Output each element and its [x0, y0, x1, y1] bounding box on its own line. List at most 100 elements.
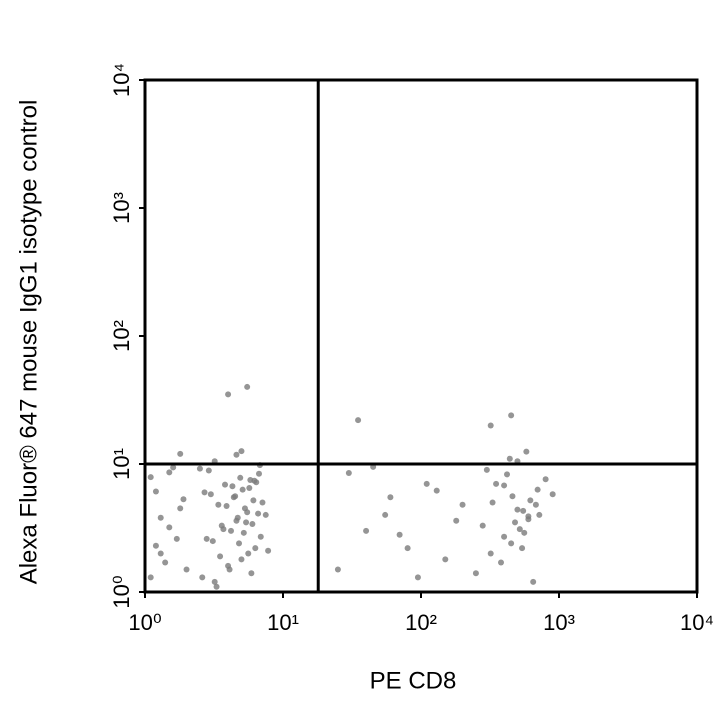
- event-dot: [218, 522, 225, 529]
- event-dot: [262, 511, 269, 518]
- event-dot: [250, 497, 257, 504]
- event-dot: [205, 467, 212, 474]
- event-dot: [222, 481, 229, 488]
- event-dot: [265, 547, 272, 554]
- y-tick-label: 10⁴: [109, 63, 134, 97]
- event-dot: [493, 480, 500, 487]
- event-dot: [472, 570, 479, 577]
- x-tick-label: 10²: [405, 610, 437, 635]
- event-dot: [363, 527, 370, 534]
- event-dot: [245, 550, 252, 557]
- event-dot: [255, 510, 262, 517]
- event-dot: [152, 488, 159, 495]
- event-dot: [532, 501, 539, 508]
- event-dot: [345, 470, 352, 477]
- y-axis-title: Alexa Fluor® 647 mouse IgG1 isotype cont…: [15, 100, 42, 585]
- event-dot: [238, 448, 245, 455]
- event-dot: [229, 483, 236, 490]
- event-dot: [334, 566, 341, 573]
- event-dot: [225, 391, 232, 398]
- event-dot: [536, 511, 543, 518]
- event-dot: [514, 506, 521, 513]
- event-dot: [241, 505, 248, 512]
- event-dot: [534, 486, 541, 493]
- event-dot: [248, 570, 255, 577]
- x-tick-label: 10⁰: [128, 610, 161, 635]
- event-dot: [213, 583, 220, 590]
- event-dot: [483, 466, 490, 473]
- x-axis-title: PE CD8: [370, 667, 457, 694]
- event-dot: [520, 507, 527, 514]
- event-dot: [525, 516, 532, 523]
- event-dot: [177, 450, 184, 457]
- event-dot: [501, 533, 508, 540]
- event-dot: [509, 493, 516, 500]
- event-dot: [498, 559, 505, 566]
- event-dot: [246, 484, 253, 491]
- event-dot: [251, 477, 258, 484]
- event-dot: [243, 519, 250, 526]
- event-dot: [211, 578, 218, 585]
- x-tick-label: 10⁴: [680, 610, 714, 635]
- event-dot: [453, 517, 460, 524]
- points: [147, 383, 556, 590]
- event-dot: [152, 542, 159, 549]
- event-dot: [442, 556, 449, 563]
- event-dot: [249, 520, 256, 527]
- event-dot: [501, 482, 508, 489]
- event-dot: [387, 494, 394, 501]
- event-dot: [542, 476, 549, 483]
- event-dot: [157, 550, 164, 557]
- event-dot: [217, 553, 224, 560]
- event-dot: [459, 501, 466, 508]
- event-dot: [228, 527, 235, 534]
- x-tick-label: 10³: [543, 610, 575, 635]
- event-dot: [209, 538, 216, 545]
- event-dot: [223, 502, 230, 509]
- event-dot: [252, 545, 259, 552]
- event-dot: [508, 412, 515, 419]
- event-dot: [240, 529, 247, 536]
- event-dot: [236, 540, 243, 547]
- event-dot: [196, 465, 203, 472]
- plot-frame: [143, 78, 699, 594]
- event-dot: [215, 501, 222, 508]
- event-dot: [199, 574, 206, 581]
- event-dot: [173, 535, 180, 542]
- event-dot: [180, 496, 187, 503]
- event-dot: [166, 524, 173, 531]
- event-dot: [177, 505, 184, 512]
- event-dot: [232, 493, 239, 500]
- event-dot: [233, 451, 240, 458]
- event-dot: [504, 471, 511, 478]
- event-dot: [234, 514, 241, 521]
- event-dot: [203, 535, 210, 542]
- event-dot: [157, 514, 164, 521]
- event-dot: [423, 480, 430, 487]
- event-dot: [162, 559, 169, 566]
- event-dot: [433, 487, 440, 494]
- event-dot: [396, 531, 403, 538]
- event-dot: [549, 491, 556, 498]
- event-dot: [239, 486, 246, 493]
- event-dot: [257, 533, 264, 540]
- event-dot: [183, 566, 190, 573]
- y-tick-label: 10²: [109, 320, 134, 352]
- event-dot: [512, 519, 519, 526]
- event-dot: [207, 491, 214, 498]
- event-dot: [355, 417, 362, 424]
- event-dot: [201, 489, 208, 496]
- event-dot: [147, 574, 154, 581]
- y-tick-label: 10³: [109, 192, 134, 224]
- event-dot: [508, 540, 515, 547]
- event-dot: [166, 469, 173, 476]
- event-dot: [506, 455, 513, 462]
- event-dot: [516, 526, 523, 533]
- event-dot: [487, 550, 494, 557]
- event-dot: [414, 574, 421, 581]
- event-dot: [527, 497, 534, 504]
- y-tick-label: 10⁰: [109, 575, 134, 608]
- event-dot: [244, 383, 251, 390]
- event-dot: [404, 545, 411, 552]
